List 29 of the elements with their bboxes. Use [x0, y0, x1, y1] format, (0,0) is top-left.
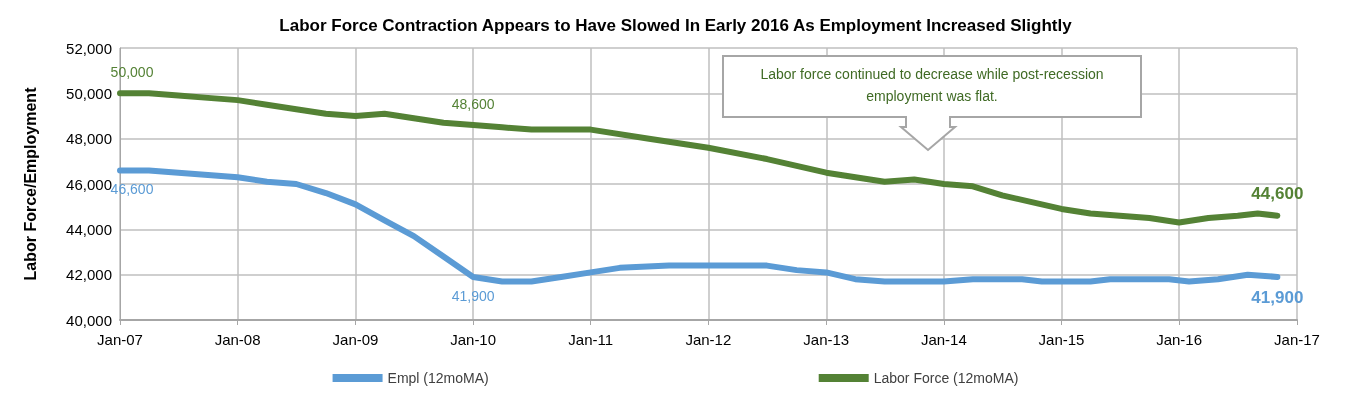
legend-label: Empl (12moMA) — [387, 370, 489, 386]
x-tick-label: Jan-08 — [214, 331, 261, 348]
x-tick-label: Jan-11 — [568, 331, 614, 348]
x-tick-label: Jan-14 — [920, 331, 967, 348]
chart-title: Labor Force Contraction Appears to Have Slowed In Early 2016 As Employment Increased Slightly — [279, 16, 1073, 35]
y-tick-label: 42,000 — [66, 266, 112, 284]
callout-box: Labor force continued to decrease while post-recession employment was flat. — [722, 55, 1142, 152]
x-tick-label: Jan-12 — [685, 331, 732, 348]
x-tick-label: Jan-13 — [803, 331, 850, 348]
data-label: 50,000 — [110, 64, 154, 81]
x-tick-label: Jan-10 — [450, 331, 497, 348]
x-tick-label: Jan-15 — [1038, 331, 1085, 348]
y-tick-label: 52,000 — [66, 39, 112, 57]
y-tick-label: 50,000 — [66, 84, 112, 102]
y-axis-title: Labor Force/Employment — [21, 86, 39, 281]
x-tick-label: Jan-07 — [97, 331, 143, 348]
x-tick-label: Jan-16 — [1156, 331, 1203, 348]
data-label: 48,600 — [451, 96, 495, 113]
x-tick-label: Jan-17 — [1274, 331, 1320, 348]
y-tick-label: 44,000 — [66, 220, 112, 238]
data-label: 41,900 — [451, 287, 495, 304]
annotation: Labor force continued to decrease while post-recession employment was flat. — [759, 65, 1105, 106]
legend-label: Labor Force (12moMA) — [873, 370, 1019, 386]
y-tick-label: 40,000 — [66, 311, 112, 329]
y-tick-label: 46,000 — [66, 175, 112, 193]
data-label: 41,900 — [1251, 287, 1304, 307]
y-tick-label: 48,000 — [66, 130, 112, 148]
data-label: 44,600 — [1251, 183, 1304, 203]
x-tick-label: Jan-09 — [332, 331, 379, 348]
